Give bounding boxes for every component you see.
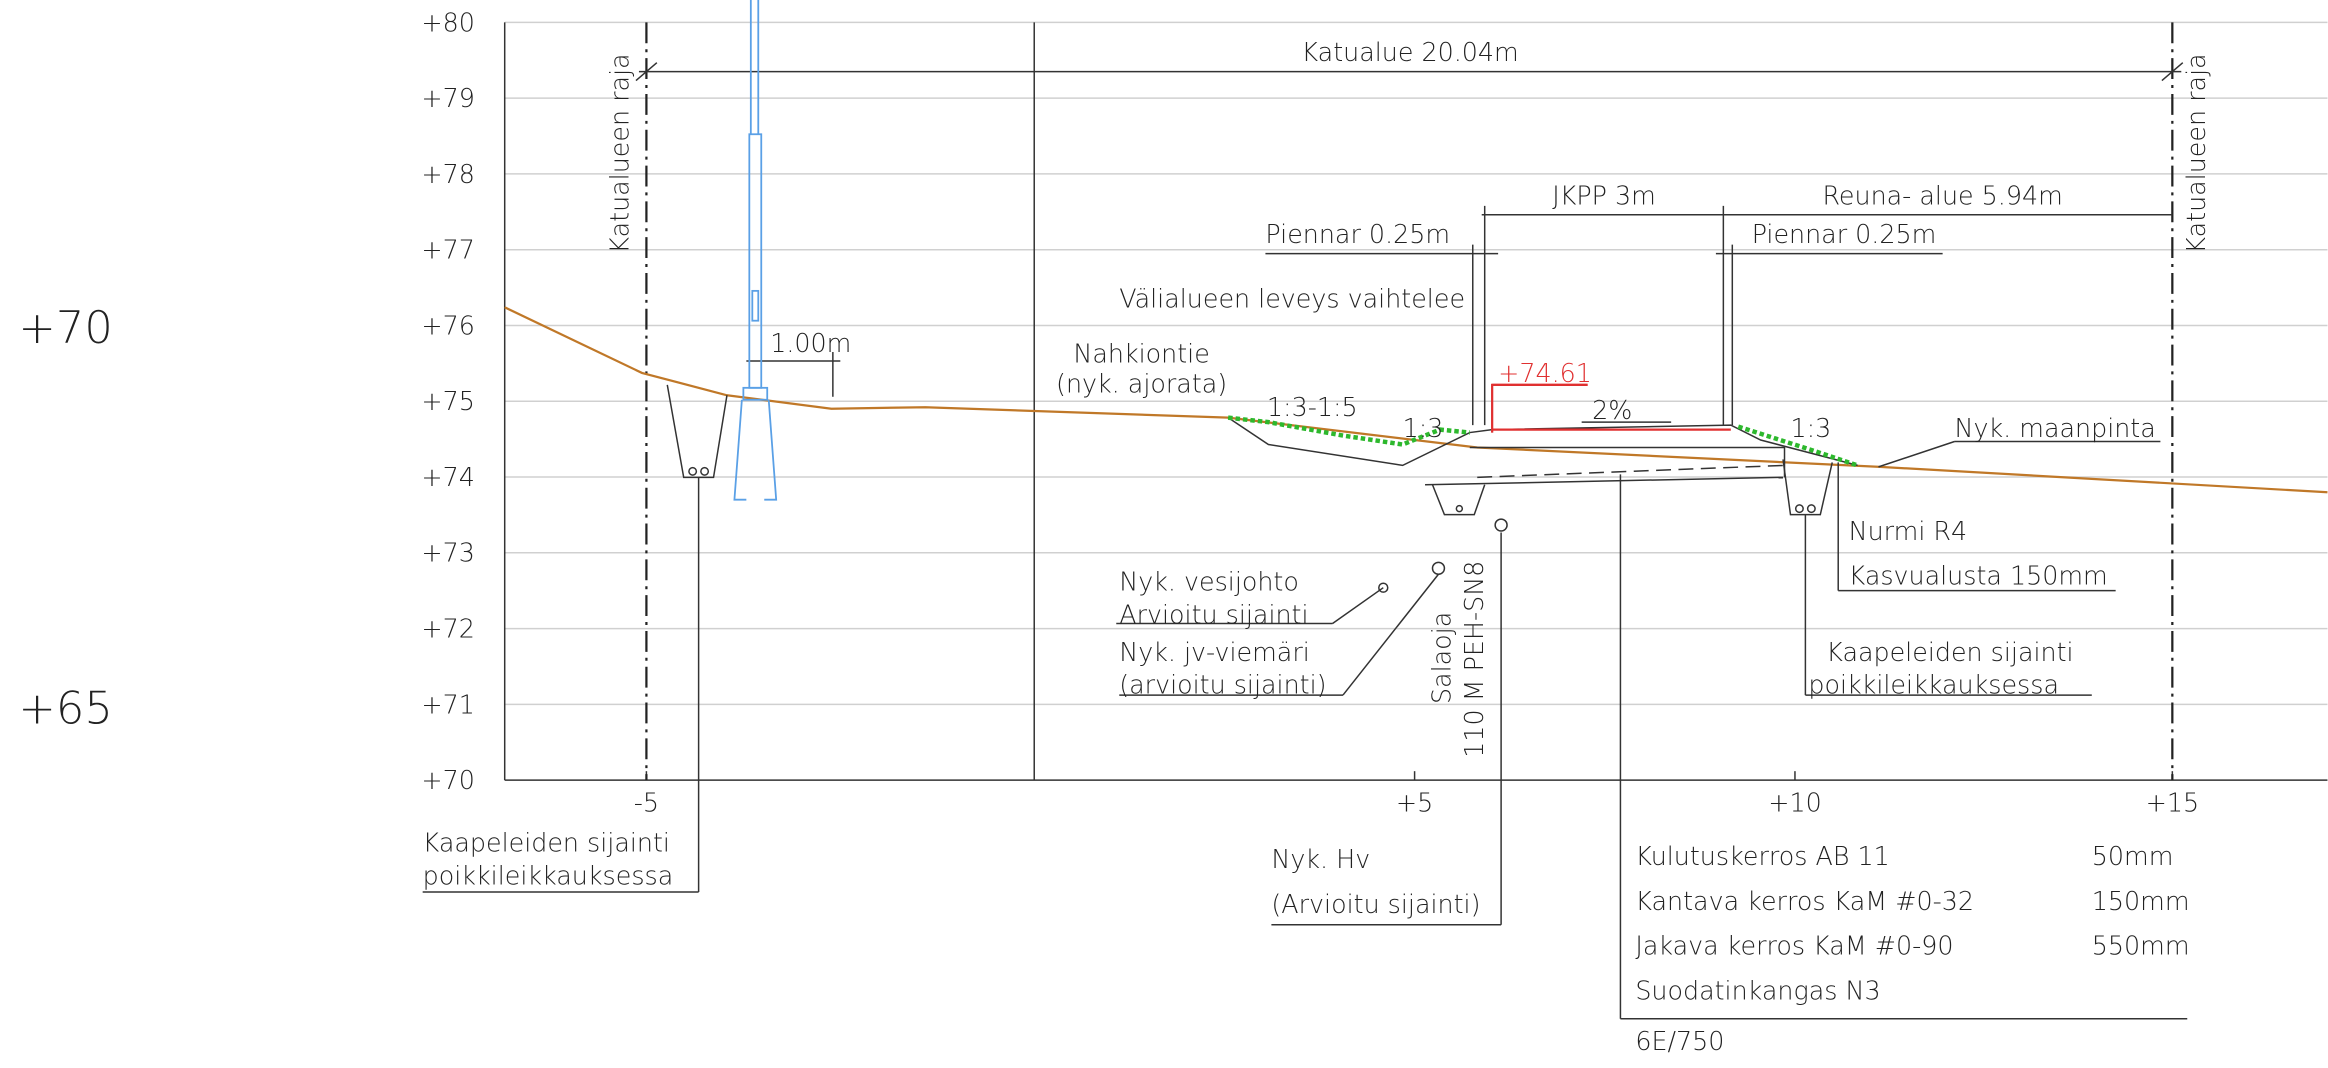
station-label: +15 bbox=[2146, 787, 2199, 817]
elevation-label: +72 bbox=[421, 614, 474, 644]
label: Nahkiontie bbox=[1073, 338, 1209, 368]
label: 1:3-1:5 bbox=[1267, 392, 1358, 422]
label: JKPP 3m bbox=[1552, 180, 1656, 210]
label: 1:3 bbox=[1790, 413, 1831, 443]
elevation-label: +76 bbox=[421, 310, 474, 340]
elevation-label: +75 bbox=[421, 386, 474, 416]
station-label: +10 bbox=[1768, 787, 1821, 817]
label: 110 M PEH-SN8 bbox=[1459, 561, 1489, 758]
layer-thickness: 150mm bbox=[2092, 886, 2190, 916]
grass bbox=[1227, 415, 1859, 468]
label: Arvioitu sijainti bbox=[1119, 599, 1308, 629]
annotations: Katualue 20.04m Katualueen raja Katualue… bbox=[423, 37, 2211, 1056]
layer-name: Kantava kerros KaM #0-32 bbox=[1635, 886, 1974, 916]
layer-thickness: 550mm bbox=[2092, 931, 2190, 961]
elevation-label: +78 bbox=[421, 159, 474, 189]
label: Salaoja bbox=[1426, 612, 1456, 704]
dimensions bbox=[635, 62, 2184, 433]
elevation-label: +71 bbox=[421, 689, 474, 719]
code: 6E/750 bbox=[1635, 1026, 1724, 1056]
label: Kaapeleiden sijainti bbox=[1826, 637, 2073, 667]
layer-thickness: 50mm bbox=[2092, 841, 2174, 871]
elevation-label: +73 bbox=[421, 538, 474, 568]
elevation-marker bbox=[1492, 383, 1731, 431]
label: Nyk. Hv bbox=[1271, 844, 1370, 874]
layer-name: Suodatinkangas N3 bbox=[1635, 975, 1880, 1005]
ground-line bbox=[504, 306, 2328, 494]
elevation-label: +80 bbox=[421, 7, 474, 37]
elevation-marker bbox=[1491, 383, 1588, 433]
label: Kaapeleiden sijainti bbox=[423, 828, 670, 858]
label: (Arvioitu sijainti) bbox=[1271, 889, 1480, 919]
label: (arvioitu sijainti) bbox=[1119, 670, 1326, 700]
layer-name: Kulutuskerros AB 11 bbox=[1635, 841, 1889, 871]
label: Reuna- alue 5.94m bbox=[1822, 180, 2062, 210]
elevation-label: +79 bbox=[421, 83, 474, 113]
elevation-label: +77 bbox=[421, 235, 474, 265]
station-label: +5 bbox=[1396, 787, 1433, 817]
layer-name: Jakava kerros KaM #0-90 bbox=[1635, 931, 1953, 961]
label: Piennar 0.25m bbox=[1265, 219, 1450, 249]
label: Katualueen raja bbox=[605, 53, 635, 253]
label: +74.61 bbox=[1498, 358, 1592, 388]
label: 1.00m bbox=[770, 328, 851, 358]
label: Nurmi R4 bbox=[1849, 516, 1968, 546]
label: Kasvualusta 150mm bbox=[1849, 561, 2108, 591]
label: 2% bbox=[1592, 395, 1632, 425]
label: 1:3 bbox=[1403, 413, 1444, 443]
label: Nyk. vesijohto bbox=[1119, 567, 1299, 597]
label: Katualue 20.04m bbox=[1302, 37, 1519, 67]
structures bbox=[422, 384, 2188, 1020]
label: poikkileikkauksessa bbox=[1808, 670, 2059, 700]
label: Katualueen raja bbox=[2181, 53, 2211, 253]
label: Nyk. maanpinta bbox=[1955, 413, 2156, 443]
left-label: +70 bbox=[18, 301, 112, 354]
elevation-label: +70 bbox=[421, 765, 474, 795]
left-label: +65 bbox=[18, 681, 112, 734]
layer-table: Kulutuskerros AB 11 50mm Kantava kerros Ka… bbox=[1635, 841, 2189, 1005]
label: poikkileikkauksessa bbox=[423, 861, 674, 891]
station-label: -5 bbox=[634, 787, 659, 817]
label: Piennar 0.25m bbox=[1752, 219, 1937, 249]
label: (nyk. ajorata) bbox=[1056, 368, 1227, 398]
label: Nyk. jv-viemäri bbox=[1119, 637, 1310, 667]
label: Välialueen leveys vaihtelee bbox=[1119, 283, 1465, 313]
elevation-label: +74 bbox=[421, 462, 474, 492]
lamp-post bbox=[733, 0, 778, 501]
grid: +80 +79 +78 +77 +76 +75 +74 +73 +72 +71 +70 -5 +5 +10… bbox=[421, 7, 2328, 817]
